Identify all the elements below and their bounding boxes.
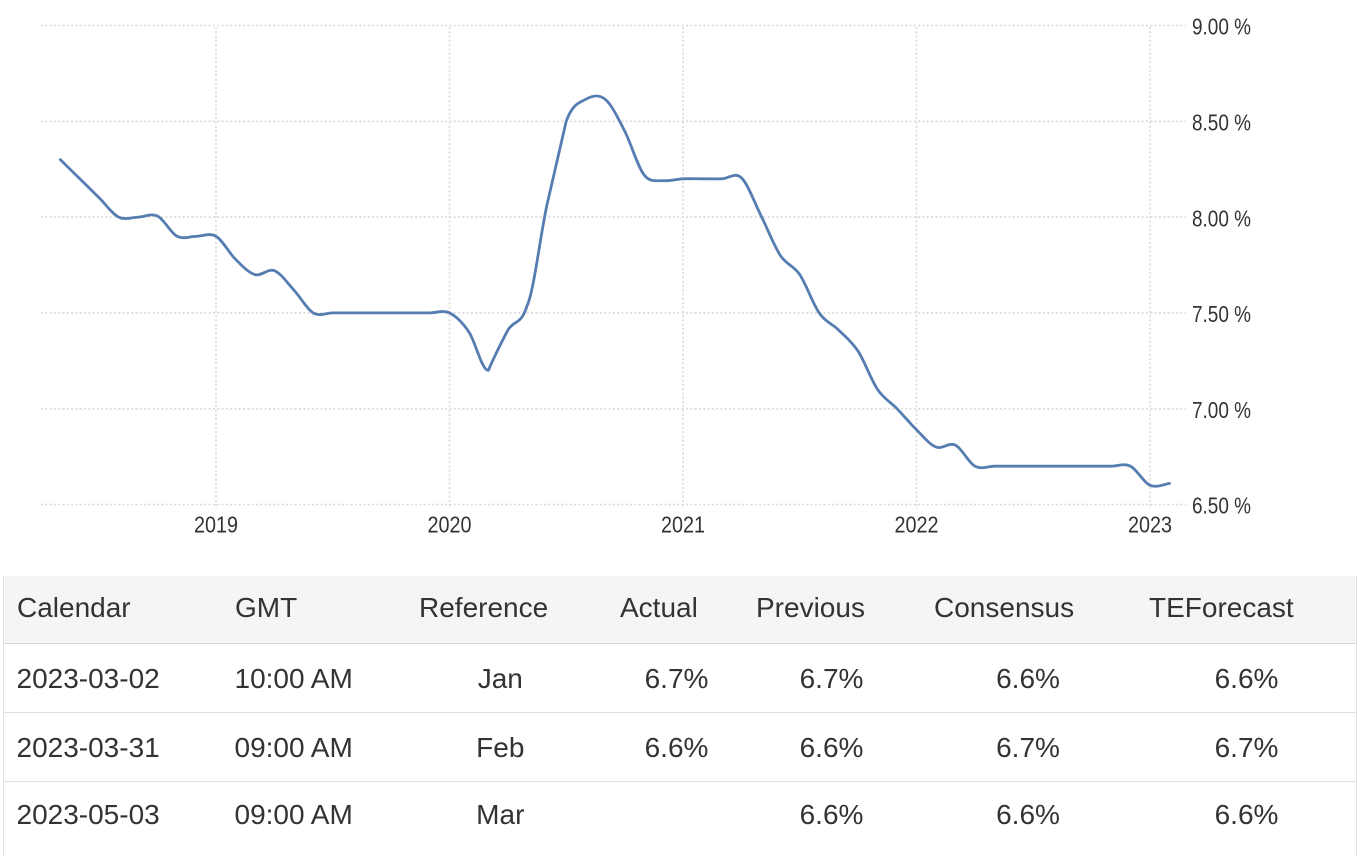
svg-text:8.00 %: 8.00 % (1192, 205, 1251, 231)
svg-text:7.00 %: 7.00 % (1192, 397, 1251, 423)
svg-text:2021: 2021 (661, 512, 705, 538)
svg-text:2020: 2020 (428, 512, 472, 538)
svg-text:6.50 %: 6.50 % (1192, 493, 1251, 519)
svg-text:9.00 %: 9.00 % (1192, 14, 1251, 40)
svg-text:2019: 2019 (194, 512, 238, 538)
svg-text:8.50 %: 8.50 % (1192, 110, 1251, 136)
svg-text:7.50 %: 7.50 % (1192, 301, 1251, 327)
svg-text:2023: 2023 (1128, 512, 1172, 538)
svg-text:2022: 2022 (895, 512, 939, 538)
